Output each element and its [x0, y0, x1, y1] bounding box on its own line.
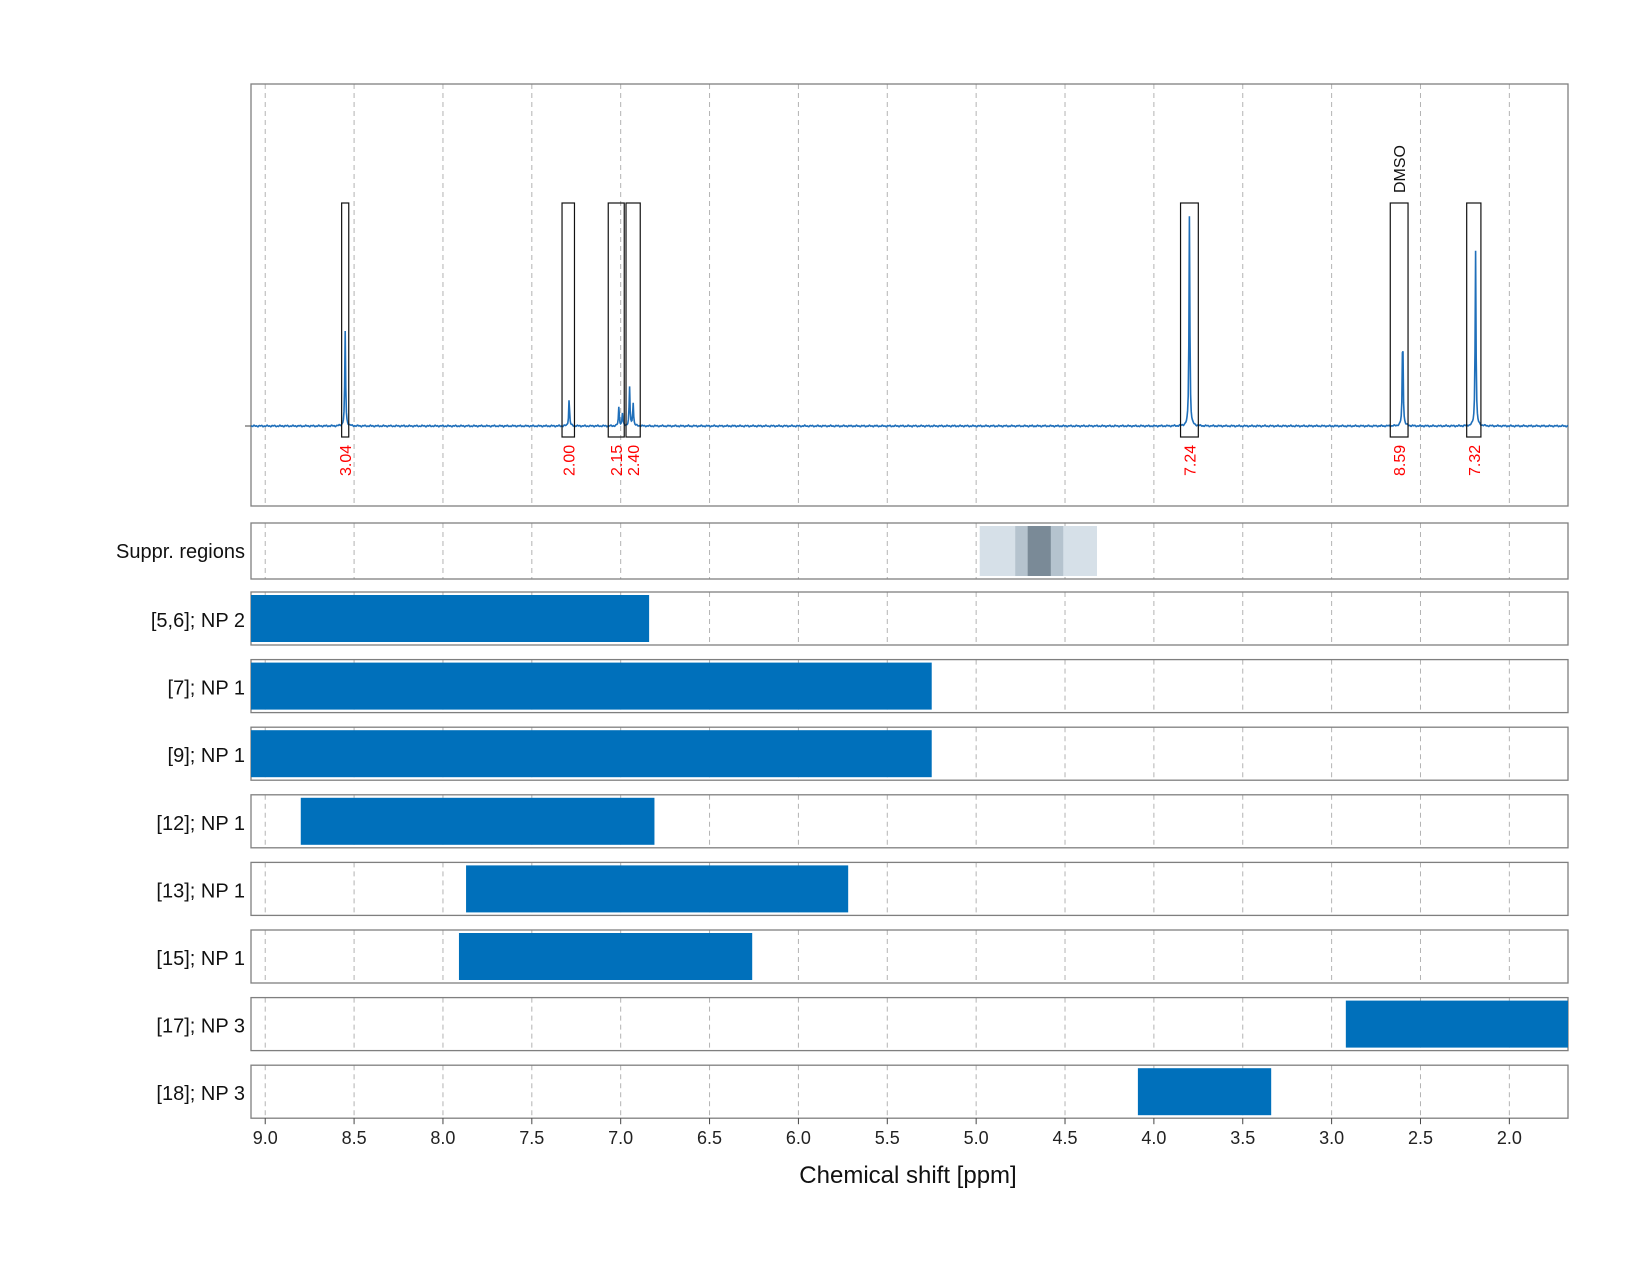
- integral-label-1: 3.04: [338, 445, 355, 476]
- x-tick-label-11: 3.5: [1230, 1128, 1255, 1148]
- integration-box-7: [1466, 202, 1482, 438]
- integral-label-6: 8.59: [1392, 445, 1409, 476]
- integration-box-5: [1179, 202, 1199, 438]
- row-label-4: [12]; NP 1: [156, 813, 245, 835]
- integral-label-7: 7.32: [1467, 445, 1484, 476]
- row-frame-4: [250, 794, 1569, 849]
- range-rows: [5,6]; NP 2 [7]; NP 1 [9]; NP 1 [12]; NP 1 […: [151, 591, 1569, 1119]
- range-bar-8: [1137, 1068, 1272, 1116]
- x-tick-label-14: 2.0: [1497, 1128, 1522, 1148]
- row-label-6: [15]; NP 1: [156, 948, 245, 970]
- integral-label-4: 2.40: [626, 445, 643, 476]
- integral-label-5: 7.24: [1182, 445, 1199, 476]
- suppression-frame: [250, 522, 1569, 580]
- x-tick-label-2: 8.0: [430, 1128, 455, 1148]
- row-label-1: [5,6]; NP 2: [151, 610, 245, 632]
- spectrum-line: [250, 216, 1569, 428]
- integration-box-2: [561, 202, 576, 438]
- x-tick-label-12: 3.0: [1319, 1128, 1344, 1148]
- x-tick-label-7: 5.5: [875, 1128, 900, 1148]
- x-tick-label-1: 8.5: [342, 1128, 367, 1148]
- row-label-3: [9]; NP 1: [168, 745, 245, 767]
- row-label-2: [7]; NP 1: [168, 678, 245, 700]
- row-frame-5: [250, 861, 1569, 917]
- row-label-8: [18]; NP 3: [156, 1083, 245, 1105]
- range-bar-1: [251, 595, 650, 642]
- x-tick-label-4: 7.0: [608, 1128, 633, 1148]
- row-frame-8: [250, 1064, 1569, 1119]
- x-tick-label-5: 6.5: [697, 1128, 722, 1148]
- spectrum-panel: 3.04 2.00 2.15 2.40 7.24 8.59 DMSO 7.32: [245, 83, 1569, 507]
- x-axis: 9.0 8.5 8.0 7.5 7.0 6.5 6.0 5.5 5.0 4.5 4.0 3.5 3.0 2…: [253, 1118, 1522, 1148]
- x-tick-label-9: 4.5: [1053, 1128, 1078, 1148]
- dmso-label: DMSO: [1392, 145, 1409, 193]
- range-bar-2: [251, 662, 932, 710]
- range-bar-7: [1345, 1000, 1568, 1048]
- integration-box-1: [341, 202, 350, 438]
- integration-box-6: [1389, 202, 1409, 438]
- suppression-label: Suppr. regions: [116, 541, 245, 563]
- range-bar-4: [300, 797, 655, 845]
- row-label-7: [17]; NP 3: [156, 1016, 245, 1038]
- suppression-band-3: [1027, 526, 1051, 576]
- x-tick-label-0: 9.0: [253, 1128, 278, 1148]
- x-tick-label-13: 2.5: [1408, 1128, 1433, 1148]
- x-tick-label-10: 4.0: [1141, 1128, 1166, 1148]
- row-frame-6: [250, 929, 1569, 984]
- range-bar-5: [466, 865, 849, 913]
- integration-box-4: [625, 202, 641, 438]
- spectrum-frame: [250, 83, 1569, 507]
- integration-box-3: [607, 202, 625, 438]
- suppression-panel: Suppr. regions: [116, 522, 1569, 580]
- integral-label-3: 2.15: [609, 445, 626, 476]
- integral-label-2: 2.00: [561, 445, 578, 476]
- x-tick-label-6: 6.0: [786, 1128, 811, 1148]
- grid-lines: [264, 84, 1510, 1119]
- range-bar-6: [458, 933, 753, 980]
- x-tick-label-3: 7.5: [519, 1128, 544, 1148]
- x-tick-label-8: 5.0: [964, 1128, 989, 1148]
- range-bar-3: [251, 730, 932, 778]
- x-axis-title: Chemical shift [ppm]: [799, 1162, 1016, 1189]
- row-label-5: [13]; NP 1: [156, 880, 245, 902]
